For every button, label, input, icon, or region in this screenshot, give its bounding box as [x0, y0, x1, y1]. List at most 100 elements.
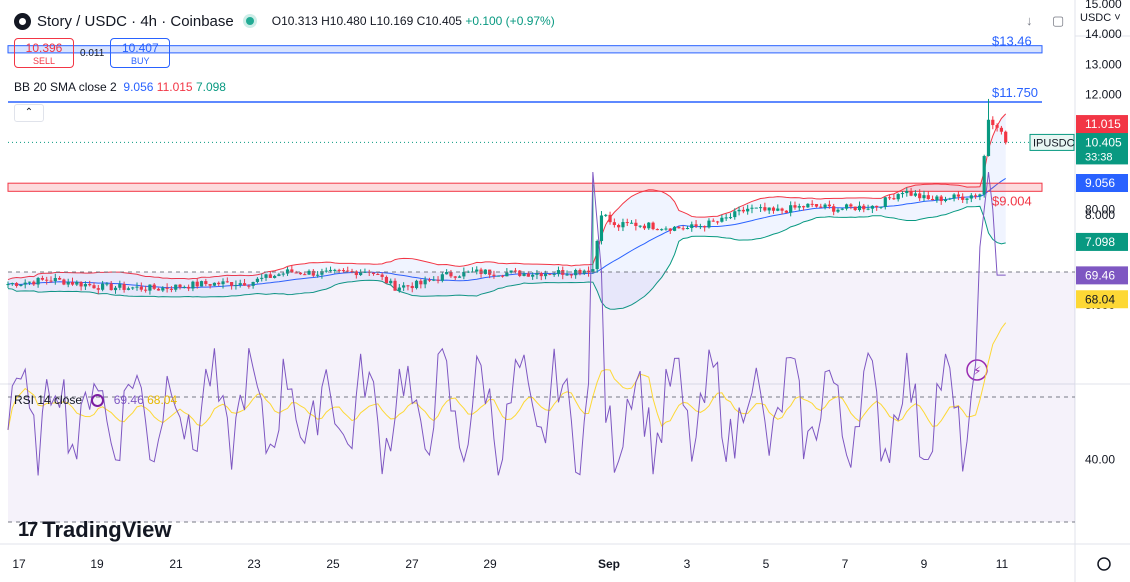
candle-body [19, 284, 23, 286]
candle-body [612, 222, 616, 226]
candle-body [303, 274, 307, 276]
candle-body [496, 275, 500, 277]
candle-body [668, 228, 672, 231]
candle-body [290, 269, 294, 273]
candle-body [139, 286, 143, 290]
symbol-tag-box [1029, 133, 1075, 151]
candle-body [694, 224, 698, 227]
candle-body [715, 221, 720, 223]
rsi-ma-label: 68.04 [1085, 292, 1115, 306]
candle-body [961, 196, 965, 200]
time-tick-label: 9 [921, 557, 928, 571]
candle-body [483, 269, 487, 274]
candle-body [660, 229, 664, 231]
candle-body [230, 282, 234, 286]
candle-body [75, 281, 79, 285]
candle-body [565, 274, 569, 276]
sell-label: SELL [32, 56, 56, 66]
time-tick-label: 7 [842, 557, 849, 571]
level-zone [7, 182, 1043, 192]
candle-body [943, 199, 948, 202]
candle-body [737, 209, 741, 212]
collapse-legend-button[interactable]: ⌃ [14, 104, 44, 122]
rsi-ma-badge [1076, 290, 1128, 309]
axis-value-label: 9.056 [1085, 176, 1115, 190]
buy-label: BUY [131, 56, 150, 66]
candle-body [638, 225, 642, 227]
bb-upper-line [7, 113, 1007, 281]
candle-body [6, 284, 10, 286]
candle-body [509, 270, 513, 273]
time-tick-label: Sep [598, 557, 620, 571]
currency-select[interactable]: USDC ˅ [1080, 12, 1121, 24]
candle-body [122, 284, 126, 290]
watermark-text: TradingView [42, 517, 172, 542]
candle-body [586, 270, 591, 273]
download-icon[interactable]: ↓ [1026, 13, 1033, 28]
candle-body [174, 284, 178, 290]
candle-body [204, 281, 208, 285]
candle-body [909, 191, 913, 196]
candle-body [165, 287, 169, 289]
refresh-icon[interactable] [91, 394, 105, 408]
candle-body [346, 270, 350, 272]
candle-body [629, 222, 634, 224]
candle-body [543, 273, 548, 277]
bb-lower-line [7, 205, 1006, 310]
time-tick-label: 29 [483, 557, 497, 571]
candle-body [406, 285, 410, 287]
candle-body [83, 284, 88, 287]
candle-body [285, 269, 290, 274]
candle-body [251, 281, 255, 286]
candle-body [199, 281, 204, 287]
candle-body [208, 284, 212, 286]
candle-body [432, 279, 436, 281]
candle-body [677, 226, 681, 229]
candle-body [337, 269, 341, 271]
candle-body [887, 197, 892, 199]
candle-body [952, 194, 956, 199]
rsi-value-label: 69.46 [1085, 268, 1115, 282]
sell-button[interactable]: 10.396 SELL [14, 38, 74, 68]
bb-legend[interactable]: BB 20 SMA close 2 9.056 11.015 7.098 [14, 80, 226, 94]
candle-body [36, 277, 40, 285]
rsi-legend[interactable]: RSI 14 close 69.46 68.04 [14, 393, 177, 408]
candle-body [767, 207, 771, 211]
candle-body [599, 215, 604, 241]
candle-body [457, 276, 462, 278]
fullscreen-icon[interactable]: ▢ [1052, 13, 1065, 28]
symbol-title[interactable]: Story / USDC · 4h · Coinbase [37, 12, 234, 30]
time-tick-label: 25 [326, 557, 340, 571]
spread-value: 0.011 [80, 47, 105, 59]
candle-body [221, 281, 225, 285]
ohlc-readout: O10.313 H10.480 L10.169 C10.405 +0.100 (… [272, 14, 555, 28]
candle-body [402, 285, 406, 288]
buy-button[interactable]: 10.407 BUY [110, 38, 171, 68]
candle-body [419, 280, 423, 285]
time-tick-label: 27 [405, 557, 419, 571]
candle-body [492, 274, 496, 276]
candle-body [333, 269, 337, 271]
candle-body [414, 280, 419, 289]
candle-body [728, 217, 733, 219]
candle-body [92, 285, 96, 289]
rsi-value-badge [1076, 266, 1128, 285]
symbol-tag: IPUSDC [1033, 137, 1075, 149]
candle-body [191, 281, 195, 289]
candle-body [939, 196, 943, 202]
candle-body [720, 217, 724, 222]
candle-body [617, 225, 621, 228]
candle-body [853, 206, 857, 211]
candle-body [384, 276, 389, 284]
axis-value-badge [1076, 174, 1128, 193]
candle-body [354, 271, 358, 276]
candle-body [608, 214, 612, 223]
candle-body [672, 226, 677, 231]
candle-body [23, 282, 27, 285]
rsi-label: RSI 14 close [14, 393, 83, 407]
candle-body [875, 205, 879, 208]
candle-body [105, 283, 109, 285]
candle-body [621, 222, 625, 228]
rsi-tick-label: 40.00 [1085, 453, 1115, 467]
